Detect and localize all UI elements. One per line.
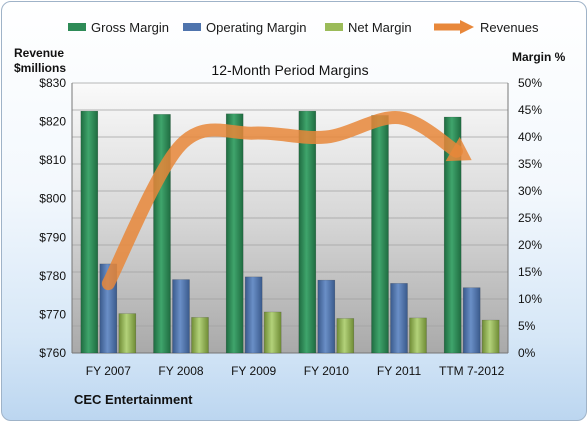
legend-label-revenues: Revenues xyxy=(480,19,539,35)
left-axis-title-line2: $millions xyxy=(14,61,67,75)
legend: Gross Margin Operating Margin Net Margin… xyxy=(2,16,586,38)
right-tick-label: 30% xyxy=(518,184,542,198)
left-tick-label: $830 xyxy=(39,76,66,90)
bar-gross-margin xyxy=(443,116,462,354)
bar-gross-margin xyxy=(153,114,171,354)
legend-swatch-gross-margin xyxy=(68,23,86,31)
bar-gross-margin xyxy=(225,113,244,354)
bar-operating-margin xyxy=(172,279,190,354)
legend-item-operating-margin: Operating Margin xyxy=(183,16,306,38)
bar-gross-margin xyxy=(80,110,99,354)
right-tick-label: 40% xyxy=(518,130,542,144)
right-tick-label: 5% xyxy=(518,319,536,333)
revenue-arrowhead xyxy=(445,136,472,162)
bar-net-margin xyxy=(336,318,355,354)
right-axis-title: Margin % xyxy=(512,50,566,64)
right-tick-label: 20% xyxy=(518,238,542,252)
bar-operating-margin xyxy=(462,287,481,354)
bar-net-margin xyxy=(409,317,427,354)
right-tick-label: 0% xyxy=(518,346,536,360)
right-tick-label: 45% xyxy=(518,103,542,117)
bar-gross-margin xyxy=(298,110,317,354)
right-tick-label: 35% xyxy=(518,157,542,171)
legend-label-operating-margin: Operating Margin xyxy=(206,19,307,35)
left-axis-title: Revenue $millions xyxy=(14,46,66,76)
x-tick-label: TTM 7-2012 xyxy=(439,364,505,378)
left-tick-label: $760 xyxy=(39,346,66,360)
right-tick-label: 15% xyxy=(518,265,542,279)
legend-swatch-operating-margin xyxy=(183,23,201,31)
legend-swatch-net-margin xyxy=(325,23,343,31)
bar-net-margin xyxy=(263,311,282,354)
bar-net-margin xyxy=(118,313,137,354)
bar-operating-margin xyxy=(244,276,263,354)
right-tick-label: 10% xyxy=(518,292,542,306)
x-tick-label: FY 2007 xyxy=(86,364,131,378)
left-tick-label: $820 xyxy=(39,115,66,129)
left-tick-label: $770 xyxy=(39,307,66,321)
bar-operating-margin xyxy=(390,283,408,354)
bar-gross-margin xyxy=(371,115,389,354)
company-name: CEC Entertainment xyxy=(74,392,193,407)
left-tick-label: $790 xyxy=(39,230,66,244)
chart-title: 12-Month Period Margins xyxy=(211,62,369,78)
revenue-line xyxy=(101,111,463,291)
left-tick-label: $810 xyxy=(39,153,66,167)
legend-item-gross-margin: Gross Margin xyxy=(68,16,169,38)
x-tick-label: FY 2009 xyxy=(231,364,276,378)
right-tick-label: 25% xyxy=(518,211,542,225)
legend-label-gross-margin: Gross Margin xyxy=(91,19,170,35)
x-tick-label: FY 2011 xyxy=(377,364,422,378)
x-tick-label: FY 2008 xyxy=(158,364,203,378)
left-tick-label: $800 xyxy=(39,192,66,206)
legend-item-net-margin: Net Margin xyxy=(325,16,412,38)
left-axis-title-line1: Revenue xyxy=(14,46,65,60)
legend-label-net-margin: Net Margin xyxy=(348,19,412,35)
x-tick-label: FY 2010 xyxy=(304,364,349,378)
bar-net-margin xyxy=(481,319,500,354)
legend-arrow-icon xyxy=(434,20,474,34)
bar-operating-margin xyxy=(317,279,336,354)
left-tick-label: $780 xyxy=(39,269,66,283)
legend-item-revenues: Revenues xyxy=(432,16,539,38)
right-tick-label: 50% xyxy=(518,76,542,90)
bar-net-margin xyxy=(191,317,209,354)
